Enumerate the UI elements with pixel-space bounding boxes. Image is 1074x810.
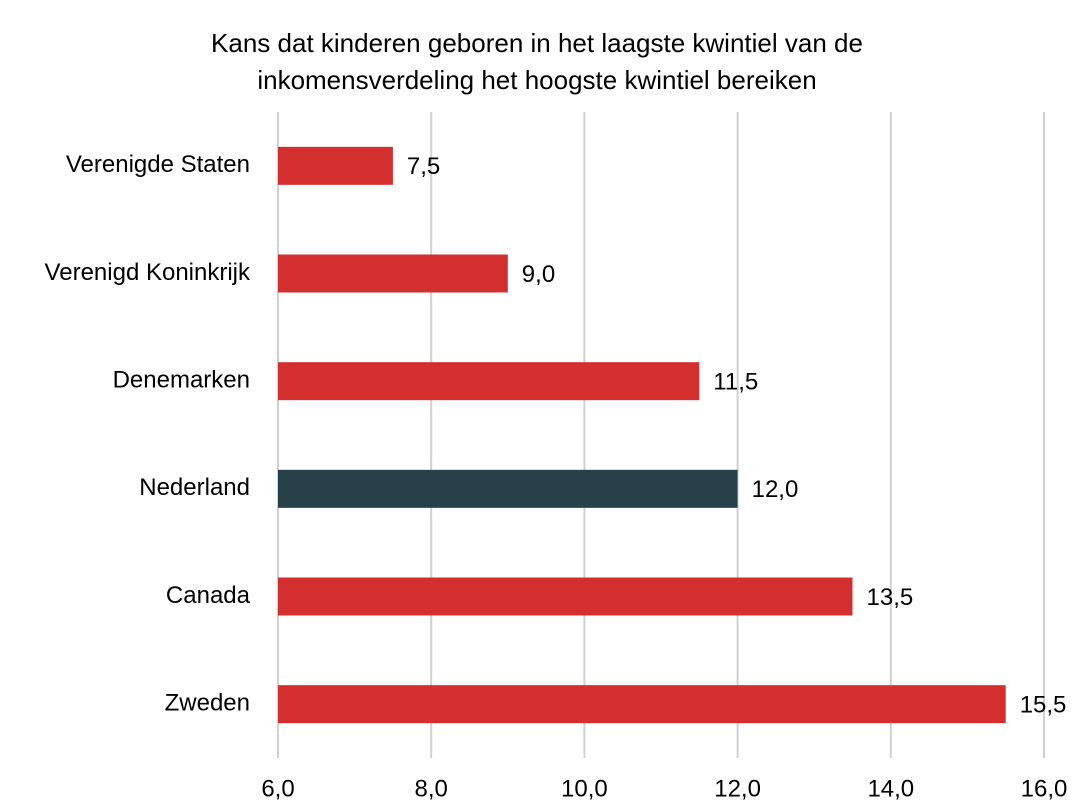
y-tick-label: Canada <box>166 582 251 609</box>
y-tick-label: Verenigd Koninkrijk <box>45 259 251 286</box>
value-label: 11,5 <box>713 369 758 396</box>
x-tick-label: 6,0 <box>261 775 294 802</box>
y-tick-label: Zweden <box>165 690 250 717</box>
x-tick-label: 8,0 <box>415 775 448 802</box>
x-tick-label: 16,0 <box>1021 775 1068 802</box>
value-label: 15,5 <box>1020 692 1067 719</box>
bar <box>278 469 738 508</box>
value-label: 12,0 <box>752 476 799 503</box>
bar <box>278 362 700 401</box>
value-label: 13,5 <box>867 584 914 611</box>
y-tick-label: Denemarken <box>113 367 250 394</box>
bar <box>278 146 393 185</box>
x-tick-label: 12,0 <box>714 775 761 802</box>
value-label: 7,5 <box>407 153 440 180</box>
y-tick-label: Nederland <box>139 474 250 501</box>
y-tick-label: Verenigde Staten <box>66 151 250 178</box>
x-tick-label: 14,0 <box>867 775 914 802</box>
bar <box>278 254 508 293</box>
bar <box>278 577 853 616</box>
chart-title: inkomensverdeling het hoogste kwintiel b… <box>257 65 816 95</box>
x-tick-label: 10,0 <box>561 775 608 802</box>
value-label: 9,0 <box>522 261 555 288</box>
bar <box>278 685 1006 724</box>
chart-title: Kans dat kinderen geboren in het laagste… <box>211 28 863 58</box>
